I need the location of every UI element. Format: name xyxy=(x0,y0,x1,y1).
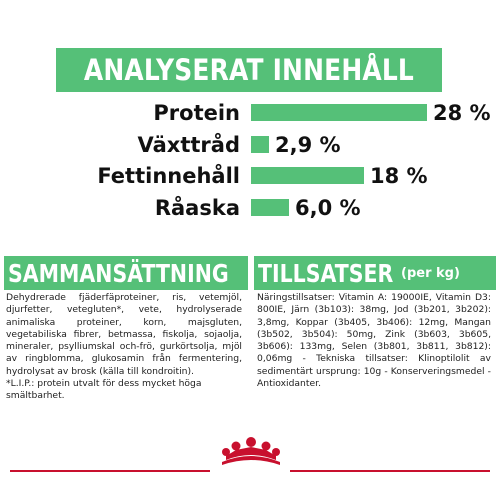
nutrient-bar xyxy=(251,167,364,184)
composition-text-block: Dehydrerade fjäderfäproteiner, ris, vete… xyxy=(6,292,242,403)
nutrient-bar xyxy=(251,104,427,121)
additives-title: TILLSATSER xyxy=(258,258,394,288)
nutrient-label: Råaska xyxy=(154,196,240,220)
nutrient-label: Växttråd xyxy=(137,133,240,157)
analysis-title: ANALYSERAT INNEHÅLL xyxy=(83,53,415,87)
royal-canin-crown-logo-icon xyxy=(222,437,280,465)
nutrient-bar xyxy=(251,199,289,216)
composition-title: SAMMANSÄTTNING xyxy=(8,258,229,288)
nutrient-value: 6,0 % xyxy=(295,196,361,220)
top-banner xyxy=(0,0,500,49)
additives-text-block: Näringstillsatser: Vitamin A: 19000IE, V… xyxy=(257,292,491,390)
nutrient-value: 18 % xyxy=(370,164,428,188)
nutrient-label: Protein xyxy=(153,101,240,125)
composition-header: SAMMANSÄTTNING xyxy=(4,256,248,290)
nutrient-value: 2,9 % xyxy=(275,133,341,157)
bottom-stripe-right xyxy=(290,470,490,472)
nutrient-label: Fettinnehåll xyxy=(97,164,240,188)
composition-note: *L.I.P.: protein utvalt för dess mycket … xyxy=(6,378,202,402)
additives-text: Näringstillsatser: Vitamin A: 19000IE, V… xyxy=(257,292,491,390)
nutrient-bar xyxy=(251,136,269,153)
composition-text: Dehydrerade fjäderfäproteiner, ris, vete… xyxy=(6,292,242,377)
additives-header: TILLSATSER (per kg) xyxy=(254,256,496,290)
analysis-header: ANALYSERAT INNEHÅLL xyxy=(56,48,442,92)
bottom-stripe-left xyxy=(10,470,210,472)
additives-title-suffix: (per kg) xyxy=(401,265,460,281)
nutrient-value: 28 % xyxy=(433,101,491,125)
